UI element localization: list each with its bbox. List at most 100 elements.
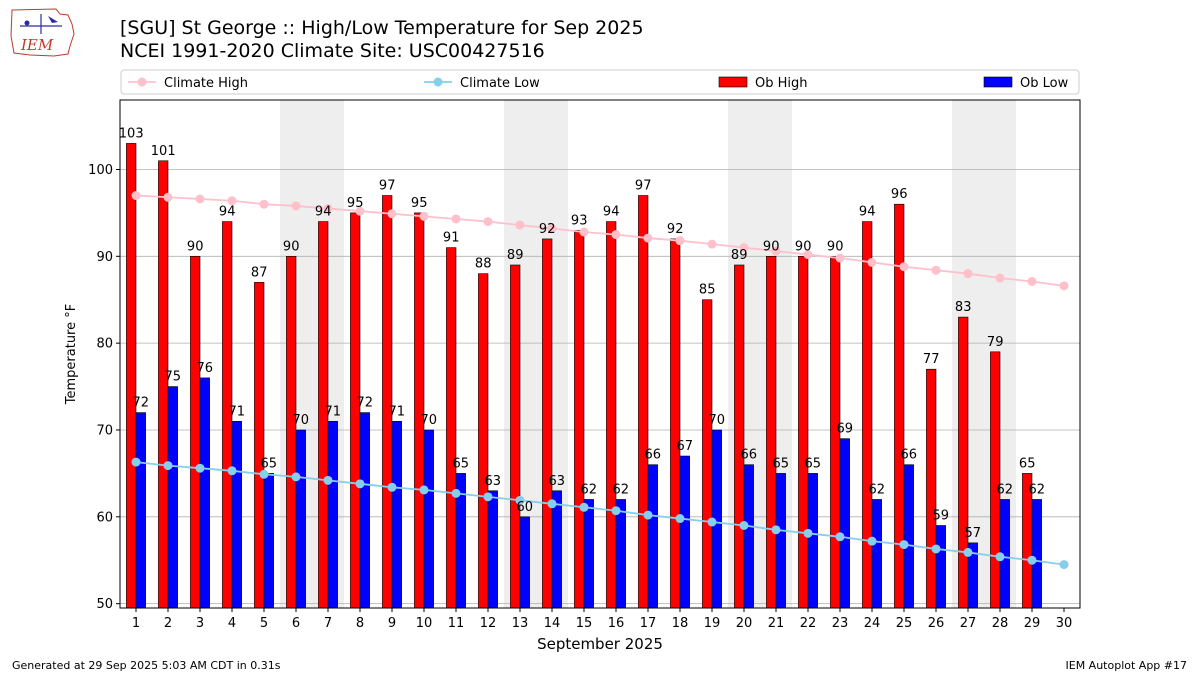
legend-box: [120, 69, 1080, 95]
y-tick-label-60: 60: [96, 510, 113, 525]
chart-title: [SGU] St George :: High/Low Temperature …: [120, 17, 644, 39]
chart-subtitle: NCEI 1991-2020 Climate Site: USC00427516: [120, 40, 545, 62]
climate-high-point-27: [963, 269, 973, 279]
climate-high-point-25: [899, 262, 909, 272]
ob-high-label-28: 79: [987, 335, 1004, 350]
x-tick-label-19: 19: [704, 616, 721, 631]
ob-low-bar-24: [871, 499, 882, 609]
climate-high-point-29: [1027, 276, 1037, 286]
legend-climate-low-marker: [433, 77, 443, 87]
ob-high-label-5: 87: [251, 265, 268, 280]
ob-low-label-7: 71: [325, 404, 342, 419]
climate-high-point-21: [771, 246, 781, 256]
ob-high-bar-28: [990, 351, 1001, 609]
legend-ob-low-swatch: [983, 76, 1013, 88]
climate-low-point-7: [323, 475, 333, 485]
ob-low-label-6: 70: [293, 413, 310, 428]
ob-low-label-2: 75: [165, 370, 182, 385]
ob-high-label-23: 90: [827, 239, 844, 254]
logo-text: IEM: [20, 36, 54, 54]
climate-high-point-24: [867, 257, 877, 267]
ob-low-bar-21: [775, 473, 786, 609]
ob-high-bar-9: [382, 195, 393, 609]
climate-high-point-30: [1059, 281, 1069, 291]
climate-low-point-11: [451, 488, 461, 498]
x-tick-label-26: 26: [928, 616, 945, 631]
climate-high-point-13: [515, 220, 525, 230]
climate-high-point-5: [259, 199, 269, 209]
ob-low-label-13: 60: [517, 500, 534, 515]
generated-timestamp: Generated at 29 Sep 2025 5:03 AM CDT in …: [12, 659, 281, 672]
ob-high-label-20: 89: [731, 248, 748, 263]
climate-low-point-6: [291, 472, 301, 482]
climate-high-line: [135, 194, 1065, 287]
ob-high-label-18: 92: [667, 222, 684, 237]
climate-low-point-20: [739, 521, 749, 531]
x-tick-label-24: 24: [864, 616, 881, 631]
ob-low-bar-9: [391, 420, 402, 609]
climate-low-point-29: [1027, 555, 1037, 565]
ob-high-bar-11: [446, 247, 457, 609]
climate-low-point-10: [419, 485, 429, 495]
ob-high-label-1: 103: [119, 126, 144, 141]
ob-low-bar-15: [583, 499, 594, 609]
climate-low-point-30: [1059, 560, 1069, 570]
ob-low-label-1: 72: [133, 396, 150, 411]
ob-low-bar-3: [199, 377, 210, 609]
climate-low-point-4: [227, 466, 237, 476]
app-id: IEM Autoplot App #17: [1065, 659, 1188, 672]
ob-low-bar-10: [423, 429, 434, 609]
ob-high-label-26: 77: [923, 352, 940, 367]
climate-low-point-19: [707, 517, 717, 527]
ob-high-label-21: 90: [763, 239, 780, 254]
ob-low-label-5: 65: [261, 456, 278, 471]
ob-low-label-19: 70: [709, 413, 726, 428]
ob-low-bar-18: [679, 455, 690, 609]
x-axis: 1 2 3 4 5 6 7 8 9 10 11 12 13 14 15 16 17 18 19 20 21 22 23 24 2…: [132, 608, 1072, 631]
climate-high-point-26: [931, 265, 941, 275]
ob-high-label-25: 96: [891, 187, 908, 202]
ob-high-label-4: 94: [219, 205, 236, 220]
climate-low-point-13: [515, 495, 525, 505]
ob-low-bar-16: [615, 499, 626, 609]
legend-ob-low-label: Ob Low: [1020, 76, 1069, 91]
ob-high-bar-24: [862, 221, 873, 609]
ob-low-bar-22: [807, 473, 818, 609]
climate-low-point-12: [483, 492, 493, 502]
ob-high-label-11: 91: [443, 231, 460, 246]
ob-high-label-7: 94: [315, 205, 332, 220]
x-tick-label-29: 29: [1024, 616, 1041, 631]
ob-low-label-24: 62: [869, 482, 886, 497]
ob-low-label-29: 62: [1029, 482, 1046, 497]
x-tick-label-14: 14: [544, 616, 561, 631]
ob-low-bar-25: [903, 464, 914, 609]
climate-low-point-26: [931, 544, 941, 554]
climate-low-point-24: [867, 536, 877, 546]
climate-high-point-10: [419, 211, 429, 221]
x-tick-label-22: 22: [800, 616, 817, 631]
ob-high-label-27: 83: [955, 300, 972, 315]
x-tick-label-21: 21: [768, 616, 785, 631]
ob-high-label-22: 90: [795, 239, 812, 254]
climate-low-point-17: [643, 510, 653, 520]
climate-high-point-19: [707, 239, 717, 249]
ob-high-bar-12: [478, 273, 489, 609]
x-tick-label-15: 15: [576, 616, 593, 631]
ob-low-bar-2: [167, 386, 178, 609]
x-tick-label-11: 11: [448, 616, 465, 631]
ob-high-label-8: 95: [347, 196, 364, 211]
x-tick-label-3: 3: [196, 616, 204, 631]
ob-high-bar-18: [670, 238, 681, 609]
ob-low-label-18: 67: [677, 439, 694, 454]
gridlines: [120, 169, 1080, 605]
y-tick-label-100: 100: [88, 163, 113, 178]
ob-high-bar-1: [126, 143, 137, 609]
ob-low-bar-23: [839, 438, 850, 609]
bar-value-labels: 103 101 90 94 87 90 94 95 97 95 91 88 89 92 93 94 97 92 85…: [119, 126, 1045, 540]
climate-high-point-2: [163, 192, 173, 202]
ob-low-bar-29: [1031, 499, 1042, 609]
ob-high-bar-13: [510, 264, 521, 609]
plot-frame: [119, 99, 1081, 609]
x-axis-label: September 2025: [537, 635, 663, 653]
climate-high-point-4: [227, 196, 237, 206]
